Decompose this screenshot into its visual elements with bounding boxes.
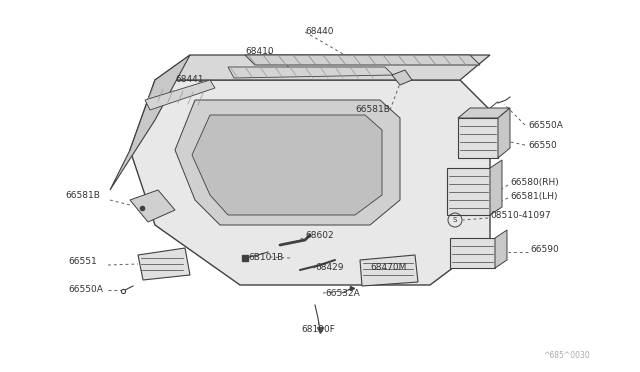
Polygon shape (192, 115, 382, 215)
Polygon shape (392, 70, 412, 85)
Polygon shape (498, 108, 510, 158)
Polygon shape (130, 80, 490, 285)
Polygon shape (458, 118, 498, 158)
Text: 66581B: 66581B (355, 106, 390, 115)
Text: 66581(LH): 66581(LH) (510, 192, 557, 201)
Text: 66550A: 66550A (68, 285, 103, 295)
Text: 68100F: 68100F (301, 326, 335, 334)
Text: 68429: 68429 (315, 263, 344, 273)
Text: 66550: 66550 (528, 141, 557, 150)
Text: 68470M: 68470M (370, 263, 406, 273)
Text: S: S (453, 217, 457, 223)
Polygon shape (458, 108, 510, 118)
Polygon shape (130, 190, 175, 222)
Polygon shape (450, 238, 495, 268)
Text: 68410: 68410 (245, 48, 274, 57)
Polygon shape (360, 255, 418, 286)
Polygon shape (155, 55, 490, 80)
Text: 08510-41097: 08510-41097 (490, 211, 550, 219)
Text: 68441: 68441 (175, 76, 204, 84)
Polygon shape (145, 80, 215, 110)
Polygon shape (245, 55, 480, 65)
Polygon shape (175, 100, 400, 225)
Polygon shape (228, 67, 393, 78)
Polygon shape (110, 55, 190, 190)
Text: 66580(RH): 66580(RH) (510, 179, 559, 187)
Text: 66590: 66590 (530, 246, 559, 254)
Text: 68440: 68440 (305, 28, 333, 36)
Polygon shape (495, 230, 507, 268)
Text: 66581B: 66581B (65, 190, 100, 199)
Text: 6B101B: 6B101B (248, 253, 284, 263)
Text: 66551: 66551 (68, 257, 97, 266)
Text: ^685^0030: ^685^0030 (543, 350, 590, 359)
Polygon shape (490, 160, 502, 215)
Polygon shape (138, 248, 190, 280)
Text: 66532A: 66532A (325, 289, 360, 298)
Text: 66550A: 66550A (528, 121, 563, 129)
Polygon shape (447, 168, 490, 215)
Text: 68602: 68602 (305, 231, 333, 241)
